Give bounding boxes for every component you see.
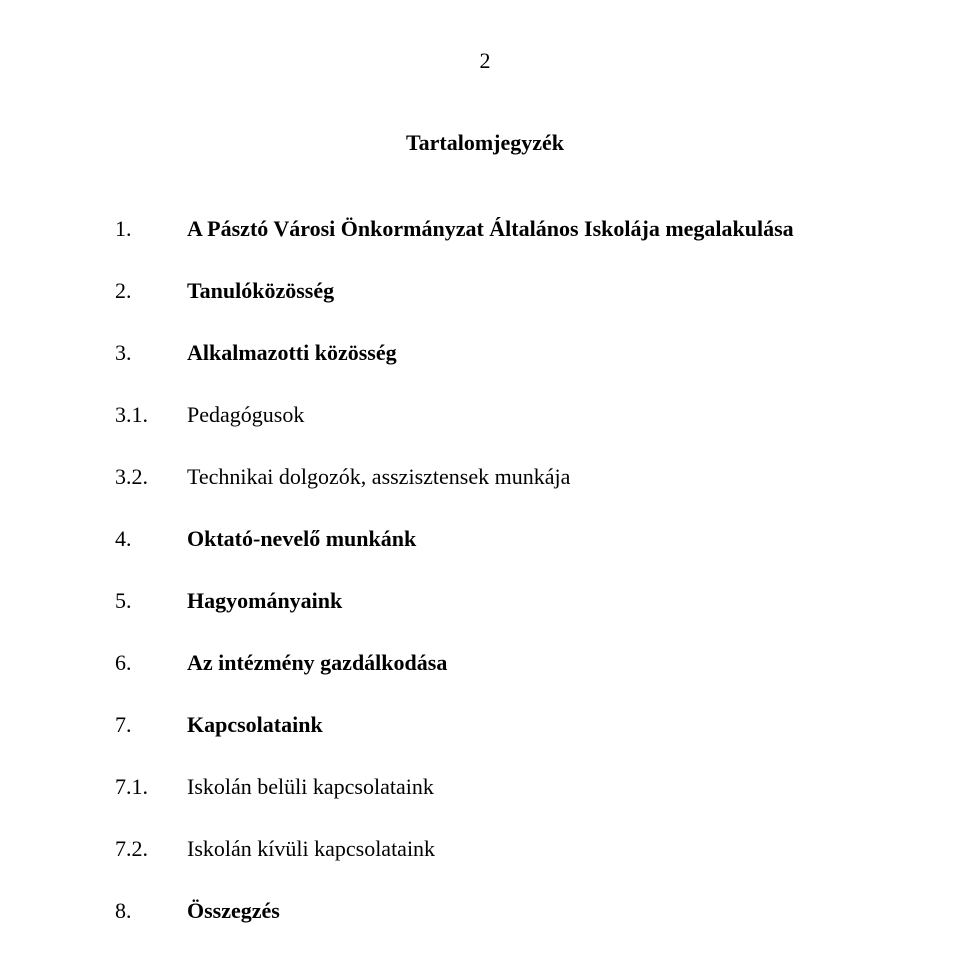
toc-item: 7.Kapcsolataink xyxy=(115,712,855,738)
toc-item-number: 7.1. xyxy=(115,774,187,800)
toc-item-label: Kapcsolataink xyxy=(187,712,855,738)
toc-item-label: Az intézmény gazdálkodása xyxy=(187,650,855,676)
toc-item-label: Technikai dolgozók, asszisztensek munkáj… xyxy=(187,464,855,490)
toc-item-label: Oktató-nevelő munkánk xyxy=(187,526,855,552)
toc-item: 7.2.Iskolán kívüli kapcsolataink xyxy=(115,836,855,862)
toc-list: 1.A Pásztó Városi Önkormányzat Általános… xyxy=(115,216,855,924)
toc-item: 5.Hagyományaink xyxy=(115,588,855,614)
toc-item-number: 6. xyxy=(115,650,187,676)
toc-item: 8.Összegzés xyxy=(115,898,855,924)
toc-item-label: Iskolán kívüli kapcsolataink xyxy=(187,836,855,862)
toc-item: 2.Tanulóközösség xyxy=(115,278,855,304)
toc-item-label: A Pásztó Városi Önkormányzat Általános I… xyxy=(187,216,855,242)
toc-item-number: 5. xyxy=(115,588,187,614)
toc-item-number: 7. xyxy=(115,712,187,738)
toc-item-label: Pedagógusok xyxy=(187,402,855,428)
toc-item-number: 3.1. xyxy=(115,402,187,428)
page-number: 2 xyxy=(115,48,855,74)
toc-item-number: 3. xyxy=(115,340,187,366)
toc-item: 1.A Pásztó Városi Önkormányzat Általános… xyxy=(115,216,855,242)
toc-item: 3.Alkalmazotti közösség xyxy=(115,340,855,366)
toc-item-number: 2. xyxy=(115,278,187,304)
toc-item: 3.1.Pedagógusok xyxy=(115,402,855,428)
toc-item: 4.Oktató-nevelő munkánk xyxy=(115,526,855,552)
toc-item: 3.2.Technikai dolgozók, asszisztensek mu… xyxy=(115,464,855,490)
toc-item-number: 1. xyxy=(115,216,187,242)
toc-item-label: Alkalmazotti közösség xyxy=(187,340,855,366)
toc-item-number: 8. xyxy=(115,898,187,924)
toc-item: 6.Az intézmény gazdálkodása xyxy=(115,650,855,676)
toc-item-number: 4. xyxy=(115,526,187,552)
toc-item-label: Tanulóközösség xyxy=(187,278,855,304)
toc-item-label: Iskolán belüli kapcsolataink xyxy=(187,774,855,800)
toc-item-label: Hagyományaink xyxy=(187,588,855,614)
toc-item-number: 7.2. xyxy=(115,836,187,862)
toc-item-label: Összegzés xyxy=(187,898,855,924)
toc-item-number: 3.2. xyxy=(115,464,187,490)
toc-title: Tartalomjegyzék xyxy=(115,130,855,156)
toc-item: 7.1.Iskolán belüli kapcsolataink xyxy=(115,774,855,800)
